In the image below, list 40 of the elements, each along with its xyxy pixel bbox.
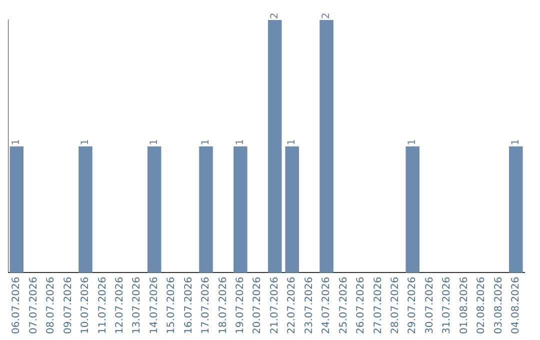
x-tick-label: 23.07.2026	[304, 276, 315, 334]
x-tick-label: 22.07.2026	[286, 276, 298, 334]
data-label: 1	[286, 138, 298, 146]
x-tick-label: 12.07.2026	[114, 276, 126, 334]
x-tick-label: 04.08.2026	[510, 276, 522, 334]
x-tick-label: 21.07.2026	[269, 276, 280, 334]
x-tick-label: 30.07.2026	[424, 276, 436, 334]
x-tick-label: 03.08.2026	[493, 276, 504, 334]
x-tick-label: 14.07.2026	[148, 276, 160, 334]
data-label: 2	[269, 12, 280, 19]
x-tick-label: 17.07.2026	[200, 276, 212, 334]
x-tick-label: 29.07.2026	[407, 276, 418, 334]
x-tick-label: 26.07.2026	[356, 276, 367, 334]
x-tick-label: 31.07.2026	[442, 276, 453, 334]
x-tick-label: 24.07.2026	[321, 276, 332, 334]
x-tick-label: 11.07.2026	[97, 276, 108, 334]
data-label: 1	[235, 138, 246, 146]
x-tick-label: 13.07.2026	[132, 276, 143, 334]
x-tick-label: 08.07.2026	[46, 276, 57, 334]
x-tick-label: 18.07.2026	[218, 276, 229, 334]
x-tick-label: 27.07.2026	[372, 276, 384, 334]
data-label: 1	[510, 138, 522, 146]
data-label: 1	[80, 138, 92, 146]
x-tick-label: 20.07.2026	[252, 276, 264, 334]
x-tick-label: 10.07.2026	[80, 276, 92, 334]
x-tick-label: 07.07.2026	[28, 276, 40, 334]
x-tick-label: 16.07.2026	[183, 276, 194, 334]
data-label: 1	[148, 138, 160, 146]
x-tick-label: 15.07.2026	[166, 276, 178, 334]
x-tick-label: 25.07.2026	[338, 276, 350, 334]
data-label: 1	[407, 138, 418, 146]
data-label: 1	[200, 138, 212, 146]
data-label: 1	[11, 138, 22, 146]
x-tick-label: 28.07.2026	[390, 276, 401, 334]
data-label: 2	[321, 12, 332, 19]
x-tick-label: 01.08.2026	[458, 276, 470, 334]
x-tick-label: 02.08.2026	[476, 276, 488, 334]
x-tick-label: 19.07.2026	[235, 276, 246, 334]
x-tick-label: 09.07.2026	[62, 276, 74, 334]
x-tick-label: 06.07.2026	[11, 276, 22, 334]
